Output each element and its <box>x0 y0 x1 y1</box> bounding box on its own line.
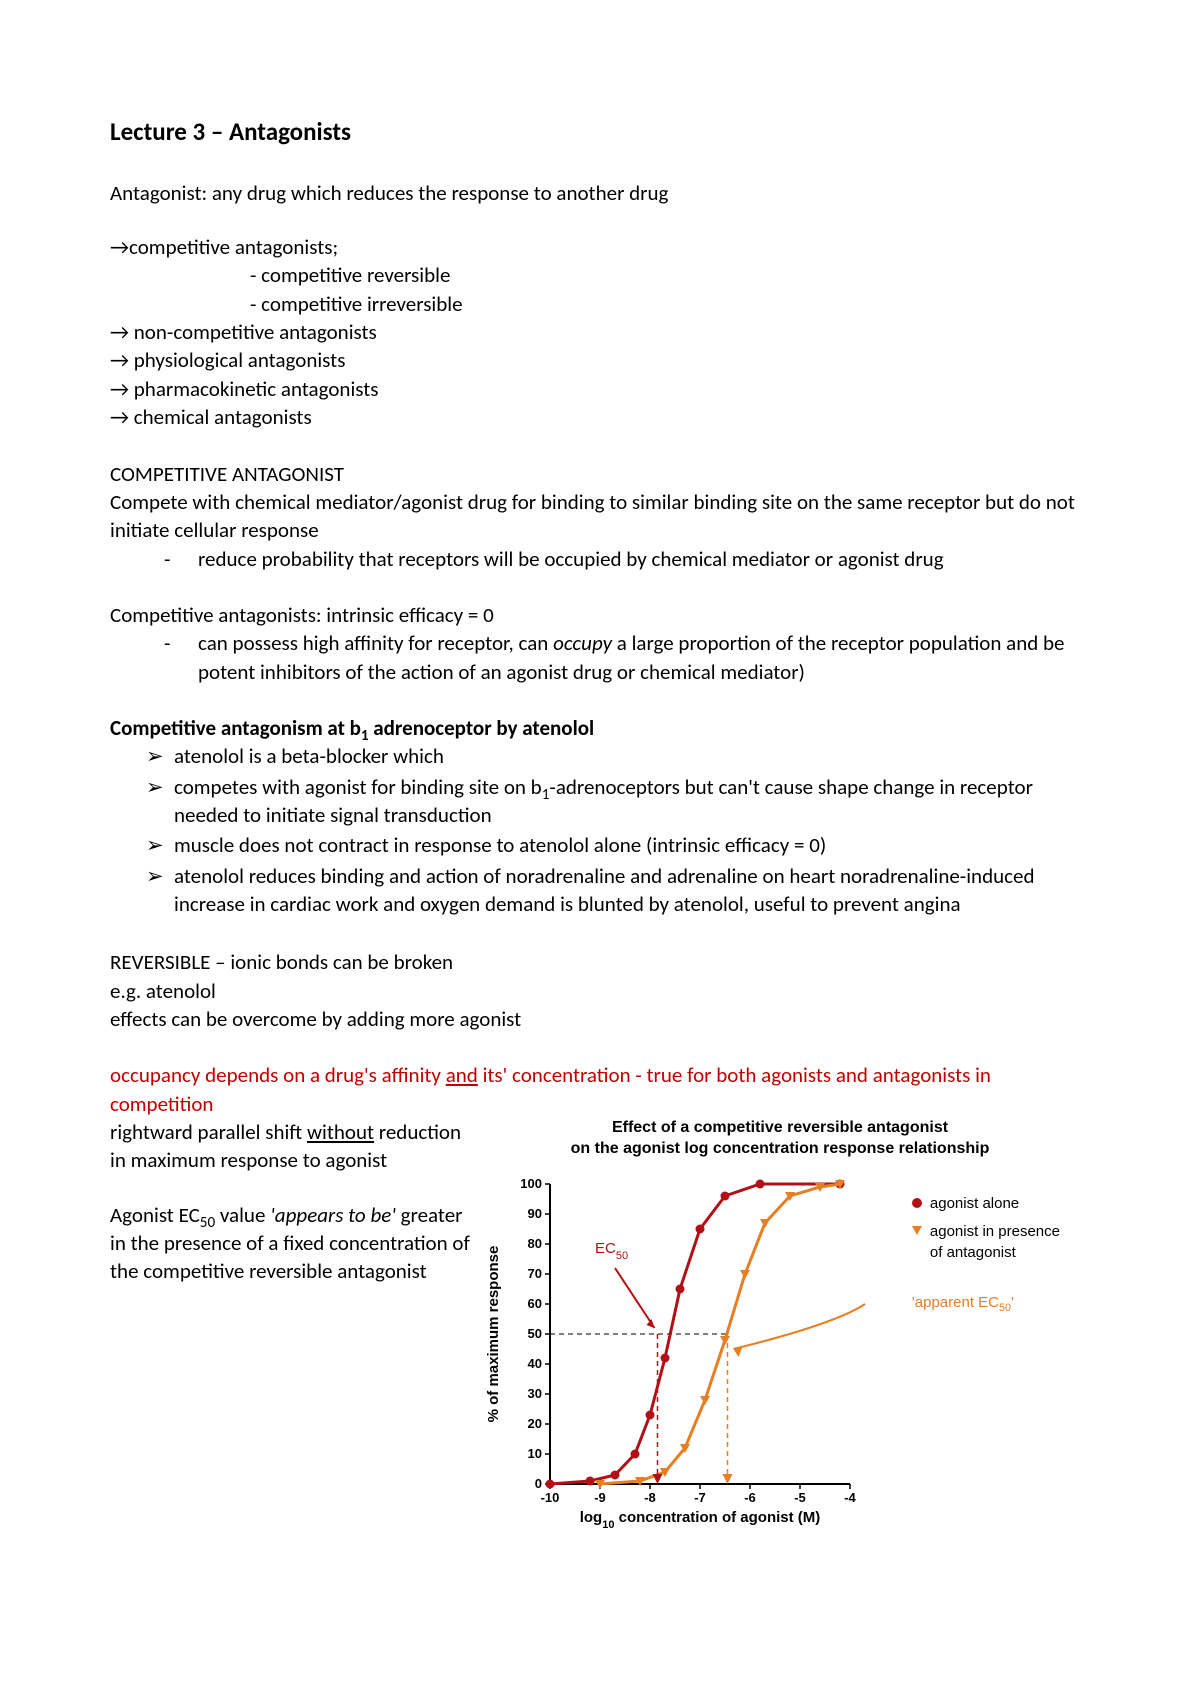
circle-marker-icon <box>912 1198 922 1208</box>
svg-text:70: 70 <box>528 1266 542 1281</box>
svg-text:-10: -10 <box>541 1490 560 1505</box>
atenolol-bullet-1: ➢atenolol is a beta-blocker which <box>146 742 1090 770</box>
svg-text:60: 60 <box>528 1296 542 1311</box>
intrinsic-efficacy: Competitive antagonists: intrinsic effic… <box>110 601 1090 629</box>
atenolol-bullet-3: ➢muscle does not contract in response to… <box>146 831 1090 859</box>
svg-text:50: 50 <box>528 1326 542 1341</box>
type-comp-rev: - competitive reversible <box>110 261 1090 289</box>
triangle-marker-icon <box>912 1226 922 1235</box>
competitive-desc: Compete with chemical mediator/agonist d… <box>110 488 1090 545</box>
dose-response-chart: Effect of a competitive reversible antag… <box>480 1118 1080 1563</box>
apparent-ec50-label: 'apparent EC50' <box>912 1293 1060 1313</box>
legend-agonist-alone: agonist alone <box>912 1194 1060 1214</box>
reversible-line-1: REVERSIBLE – ionic bonds can be broken <box>110 948 1090 976</box>
atenolol-bullet-2: ➢competes with agonist for binding site … <box>146 773 1090 830</box>
shift-note: rightward parallel shift without reducti… <box>110 1118 470 1175</box>
type-chem: → chemical antagonists <box>110 403 1090 431</box>
chart-title: Effect of a competitive reversible antag… <box>480 1118 1080 1160</box>
svg-text:-7: -7 <box>694 1490 706 1505</box>
ec50-note: Agonist EC50 value 'appears to be' great… <box>110 1201 470 1286</box>
type-pk: → pharmacokinetic antagonists <box>110 375 1090 403</box>
svg-text:-4: -4 <box>844 1490 856 1505</box>
svg-text:100: 100 <box>520 1176 542 1191</box>
atenolol-bullet-4: ➢atenolol reduces binding and action of … <box>146 862 1090 919</box>
svg-text:-5: -5 <box>794 1490 806 1505</box>
svg-text:10: 10 <box>528 1446 542 1461</box>
intrinsic-bullet-1: - can possess high affinity for receptor… <box>164 629 1090 686</box>
reversible-line-2: e.g. atenolol <box>110 977 1090 1005</box>
atenolol-heading: Competitive antagonism at b1 adrenocepto… <box>110 714 1090 742</box>
reversible-line-3: effects can be overcome by adding more a… <box>110 1005 1090 1033</box>
occupancy-note: occupancy depends on a drug's affinity a… <box>110 1061 1090 1118</box>
svg-text:20: 20 <box>528 1416 542 1431</box>
intro-definition: Antagonist: any drug which reduces the r… <box>110 179 1090 207</box>
svg-text:log10 concentration of agonist: log10 concentration of agonist (M) <box>580 1509 821 1531</box>
svg-text:80: 80 <box>528 1236 542 1251</box>
svg-text:-9: -9 <box>594 1490 606 1505</box>
svg-text:-6: -6 <box>744 1490 756 1505</box>
svg-text:-8: -8 <box>644 1490 656 1505</box>
chart-legend: agonist alone agonist in presenceof anta… <box>912 1194 1060 1313</box>
svg-text:40: 40 <box>528 1356 542 1371</box>
type-competitive: →competitive antagonists; <box>110 233 1090 261</box>
svg-text:% of maximum response: % of maximum response <box>485 1245 502 1422</box>
competitive-heading: COMPETITIVE ANTAGONIST <box>110 460 1090 488</box>
legend-agonist-antagonist: agonist in presenceof antagonist <box>912 1222 1060 1263</box>
chart-svg: 0 10 20 30 40 50 60 70 80 90 100 -10 -9 -8 -7 -6 -5 -4 EC5… <box>480 1174 900 1544</box>
type-noncomp: → non-competitive antagonists <box>110 318 1090 346</box>
type-comp-irrev: - competitive irreversible <box>110 290 1090 318</box>
svg-text:90: 90 <box>528 1206 542 1221</box>
competitive-bullet-1: -reduce probability that receptors will … <box>164 545 1090 573</box>
type-physio: → physiological antagonists <box>110 346 1090 374</box>
svg-text:30: 30 <box>528 1386 542 1401</box>
page-title: Lecture 3 – Antagonists <box>110 115 1090 149</box>
svg-text:EC50: EC50 <box>595 1240 628 1262</box>
svg-text:0: 0 <box>535 1476 542 1491</box>
